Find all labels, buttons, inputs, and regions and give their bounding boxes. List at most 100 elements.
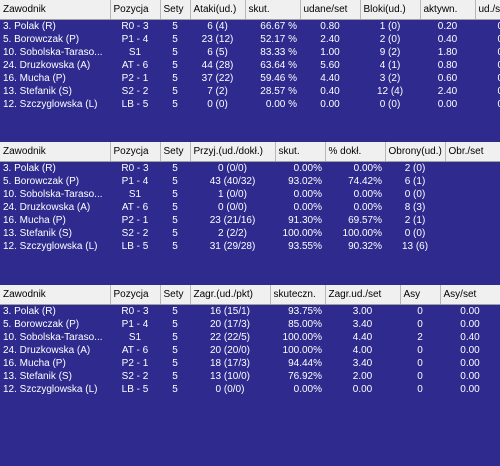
table-row[interactable]: 3. Polak (R) R0 - 3 5 0 (0/0) 0.00% 0.00% 2 (0… <box>0 162 500 176</box>
table-cell: 0.00% <box>293 384 322 395</box>
table-row[interactable]: 24. Druzkowska (A) AT - 6 5 0 (0/0) 0.00% 0.0… <box>0 201 500 214</box>
table-row[interactable]: 3. Polak (R) R0 - 3 5 6 (4) 66.67 % 0.80 1 (0)… <box>0 20 500 34</box>
table-cell: 28.57 % <box>260 86 297 97</box>
column-header[interactable]: Bloki(ud.) <box>360 0 421 20</box>
column-header[interactable]: % dokł. <box>325 142 386 162</box>
table-cell: 0 (0) <box>207 99 228 110</box>
column-header[interactable]: Zawodnik <box>0 142 111 162</box>
table-cell: 0.00% <box>353 202 382 213</box>
table-cell: 0 <box>417 371 423 382</box>
table-row[interactable]: 13. Stefanik (S) S2 - 2 5 13 (10/0) 76.92% 2.… <box>0 370 500 383</box>
table-cell: 13 (6) <box>401 241 429 252</box>
column-header[interactable]: skuteczn. <box>270 285 326 305</box>
column-header[interactable]: Obr./set <box>445 142 500 162</box>
column-header[interactable]: Asy <box>400 285 441 305</box>
table-cell: 0.20 <box>437 21 458 32</box>
table-row[interactable]: 12. Szczyglowska (L) LB - 5 5 0 (0/0) 0.00% 0… <box>0 383 500 396</box>
table-cell: 0.00% <box>293 202 322 213</box>
table-cell: 5 <box>172 176 178 187</box>
table-row[interactable]: 16. Mucha (P) P2 - 1 5 23 (21/16) 91.30% 69.5… <box>0 214 500 227</box>
table-cell: 13. Stefanik (S) <box>3 228 72 239</box>
table-cell: 4.40 <box>352 332 373 343</box>
table-cell: 22 (22/5) <box>209 332 251 343</box>
table-cell: LB - 5 <box>121 384 149 395</box>
column-header[interactable]: Zawodnik <box>0 285 111 305</box>
column-header[interactable]: skut. <box>245 0 301 20</box>
table-cell: 0.00% <box>293 189 322 200</box>
column-header[interactable]: ud./set <box>475 0 500 20</box>
table-cell: 2 (0) <box>379 34 401 45</box>
column-header[interactable]: skut. <box>275 142 326 162</box>
attack-block-stats-table: Zawodnik Pozycja Sety Ataki(ud.) skut. udane/… <box>0 0 500 111</box>
table-cell: 0.00 <box>445 227 500 240</box>
table-cell: 16. Mucha (P) <box>3 358 66 369</box>
table-row[interactable]: 24. Druzkowska (A) AT - 6 5 44 (28) 63.64 % 5… <box>0 59 500 72</box>
table-cell: 12 (4) <box>376 86 404 97</box>
table-header-row: Zawodnik Pozycja Sety Zagr.(ud./pkt) skutecz… <box>0 285 500 305</box>
table-cell: 2 (1) <box>404 215 426 226</box>
column-header[interactable]: aktywn. <box>420 0 476 20</box>
column-header[interactable]: Sety <box>160 142 191 162</box>
table-cell: 3.40 <box>352 319 373 330</box>
table-cell: 5 <box>172 306 178 317</box>
table-row[interactable]: 5. Borowczak (P) P1 - 4 5 23 (12) 52.17 % 2.4… <box>0 33 500 46</box>
column-header[interactable]: Obrony(ud.) <box>385 142 446 162</box>
table-cell: 100.00% <box>342 228 382 239</box>
column-header[interactable]: Pozycja <box>110 0 161 20</box>
column-header[interactable]: Zagr.ud./set <box>325 285 401 305</box>
table-row[interactable]: 13. Stefanik (S) S2 - 2 5 7 (2) 28.57 % 0.40 1… <box>0 85 500 98</box>
table-cell: 5 <box>172 73 178 84</box>
table-cell: 0.80 <box>320 21 340 32</box>
table-row[interactable]: 3. Polak (R) R0 - 3 5 16 (15/1) 93.75% 3.00 0 0… <box>0 305 500 319</box>
table-cell: 0.00 <box>460 319 480 330</box>
table-cell: 2.00 <box>352 371 373 382</box>
column-header[interactable]: Zagr.(ud./pkt) <box>190 285 271 305</box>
table-row[interactable]: 16. Mucha (P) P2 - 1 5 18 (17/3) 94.44% 3.40 0… <box>0 357 500 370</box>
table-cell: 0 (0) <box>404 189 426 200</box>
column-header[interactable]: Sety <box>160 285 191 305</box>
column-header[interactable]: Ataki(ud.) <box>190 0 246 20</box>
table-cell: 5 <box>172 345 178 356</box>
table-row[interactable]: 5. Borowczak (P) P1 - 4 5 43 (40/32) 93.02% 7… <box>0 175 500 188</box>
table-cell: 0 <box>417 345 423 356</box>
table-cell: 1.80 <box>437 47 458 58</box>
column-header[interactable]: Pozycja <box>110 142 161 162</box>
table-row[interactable]: 5. Borowczak (P) P1 - 4 5 20 (17/3) 85.00% 3.… <box>0 318 500 331</box>
table-cell: 5 <box>172 34 178 45</box>
table-cell: 0.00 <box>460 358 480 369</box>
table-cell: 13 (10/0) <box>209 371 251 382</box>
table-cell: 5 <box>172 384 178 395</box>
table-row[interactable]: 10. Sobolska-Taraso... S1 5 1 (0/0) 0.00% 0.0… <box>0 188 500 201</box>
table-row[interactable]: 12. Szczyglowska (L) LB - 5 5 31 (29/28) 93.… <box>0 240 500 253</box>
table-row[interactable]: 13. Stefanik (S) S2 - 2 5 2 (2/2) 100.00% 100… <box>0 227 500 240</box>
column-header[interactable]: udane/set <box>300 0 361 20</box>
table-row[interactable]: 24. Druzkowska (A) AT - 6 5 20 (20/0) 100.00… <box>0 344 500 357</box>
table-cell: 7 (2) <box>207 86 228 97</box>
column-header[interactable]: Zawodnik <box>0 0 111 20</box>
table-cell: 16. Mucha (P) <box>3 73 66 84</box>
table-row[interactable]: 10. Sobolska-Taraso... S1 5 6 (5) 83.33 % 1.0… <box>0 46 500 59</box>
table-cell: P1 - 4 <box>121 319 149 330</box>
table-cell: 5.60 <box>320 60 340 71</box>
table-cell: 24. Druzkowska (A) <box>3 202 91 213</box>
table-cell: 0 (0) <box>379 99 401 110</box>
table-row[interactable]: 10. Sobolska-Taraso... S1 5 22 (22/5) 100.00… <box>0 331 500 344</box>
table-row[interactable]: 16. Mucha (P) P2 - 1 5 37 (22) 59.46 % 4.40 3 … <box>0 72 500 85</box>
column-header[interactable]: Pozycja <box>110 285 161 305</box>
column-header[interactable]: Asy/set <box>440 285 500 305</box>
table-cell: 93.02% <box>288 176 322 187</box>
column-header[interactable]: Sety <box>160 0 191 20</box>
table-row[interactable]: 12. Szczyglowska (L) LB - 5 5 0 (0) 0.00 % 0.… <box>0 98 500 111</box>
table-cell: R0 - 3 <box>121 306 149 317</box>
table-cell: 0 (0) <box>404 228 426 239</box>
table-cell: 0.00% <box>293 163 322 174</box>
table-cell: 20 (17/3) <box>209 319 251 330</box>
table-cell: 85.00% <box>288 319 322 330</box>
column-header[interactable]: Przyj.(ud./dokł.) <box>190 142 276 162</box>
table-cell: 5 <box>172 371 178 382</box>
table-cell: 1 (0) <box>379 21 401 32</box>
table-cell: 91.30% <box>288 215 322 226</box>
table-cell: 5 <box>172 99 178 110</box>
table-cell: 0.40 <box>475 46 500 59</box>
table-cell: 0.20 <box>445 162 500 176</box>
